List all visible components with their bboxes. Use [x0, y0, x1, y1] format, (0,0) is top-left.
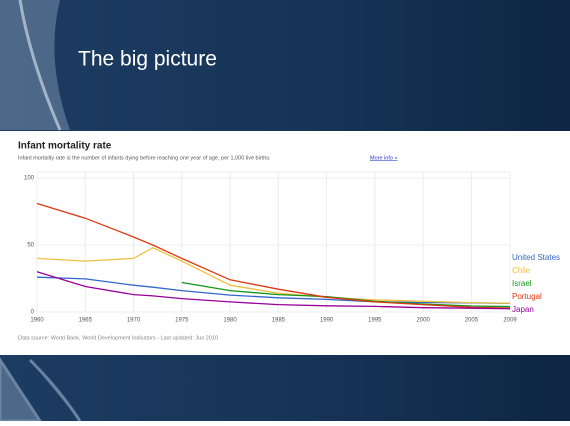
- x-tick-label: 1970: [127, 318, 141, 324]
- y-tick-label: 100: [24, 176, 35, 182]
- series-line: [36, 271, 511, 310]
- x-tick-label: 1995: [368, 318, 382, 324]
- chart-title: Infant mortality rate: [18, 141, 112, 152]
- chart-source: Data source: World Bank, World Developme…: [18, 335, 218, 341]
- plot: 1960 1965 1970 1975 1980 1985 1990 1995 2000 2005…: [24, 171, 560, 324]
- x-tick-label: 1965: [79, 318, 93, 324]
- dna-strand: [18, 0, 62, 131]
- legend-label: Portugal: [512, 292, 542, 301]
- x-tick-label: 1975: [175, 318, 189, 324]
- series-line: [36, 276, 511, 304]
- x-tick-label: 1990: [320, 318, 334, 324]
- slide-title: The big picture: [78, 48, 217, 71]
- x-tick-label: 2009: [503, 318, 517, 324]
- legend-label: Israel: [512, 279, 532, 288]
- series-line: [36, 246, 511, 304]
- legend-label: Japan: [512, 305, 534, 314]
- legend-label: United States: [512, 253, 560, 262]
- x-tick-label: 1985: [272, 318, 286, 324]
- x-tick-label: 2005: [465, 318, 479, 324]
- x-tick-label: 2000: [416, 318, 430, 324]
- legend-label: Chile: [512, 266, 531, 275]
- x-tick-label: 1980: [223, 318, 237, 324]
- y-tick-label: 0: [31, 310, 35, 316]
- chart-subtitle: Infant mortality rate is the number of i…: [18, 155, 271, 161]
- y-tick-label: 50: [27, 243, 34, 249]
- plot-area: [36, 171, 511, 313]
- more-link[interactable]: More info »: [370, 155, 398, 161]
- series-line: [36, 202, 511, 309]
- x-tick-label: 1960: [30, 318, 44, 324]
